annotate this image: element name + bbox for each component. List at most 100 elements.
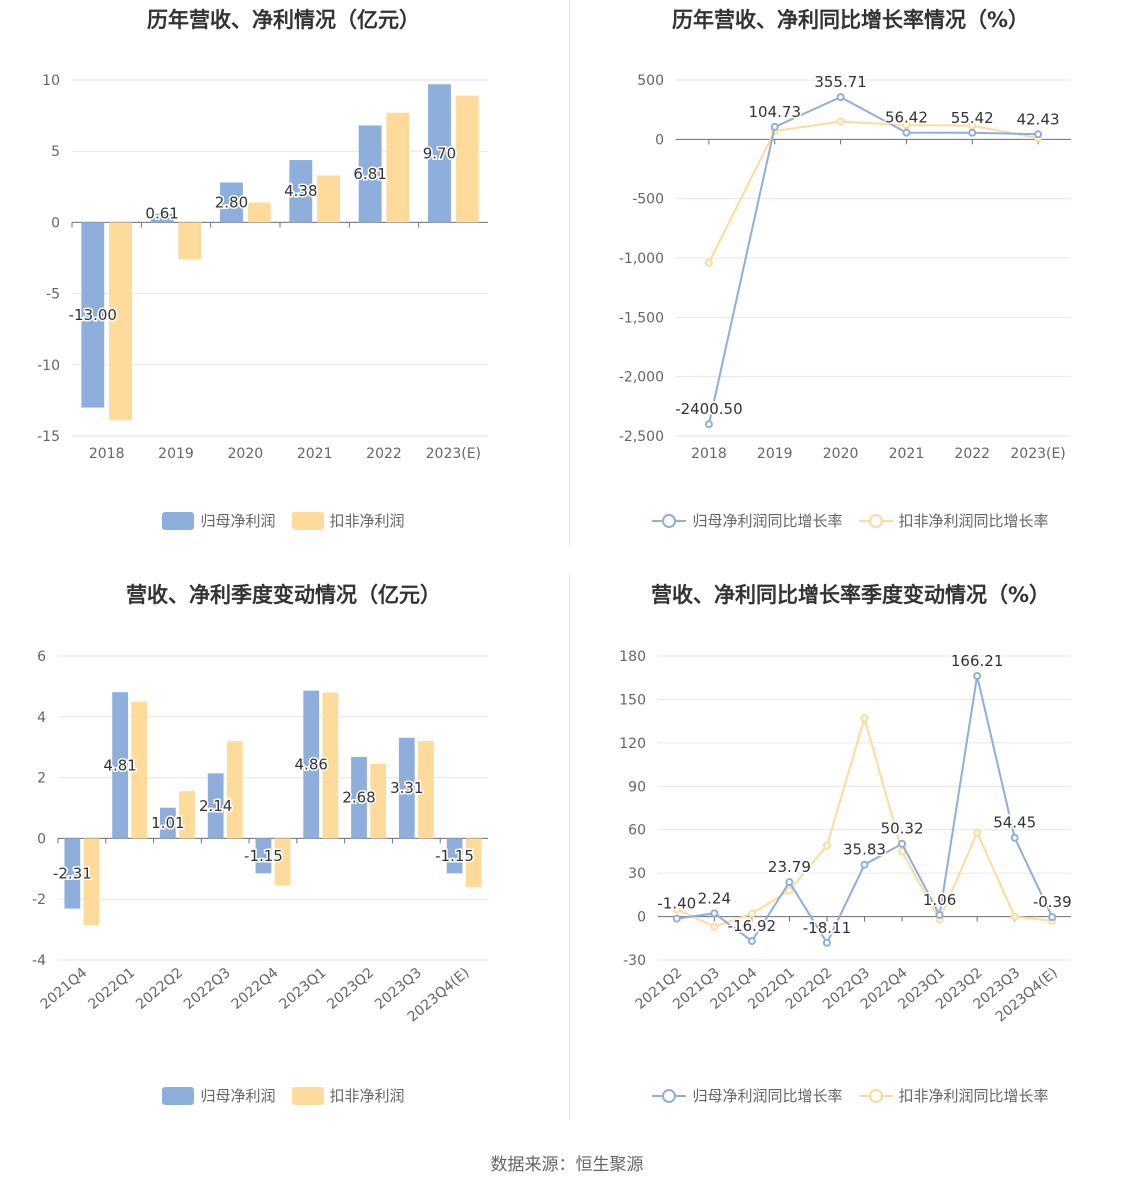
legend-item-parent-profit[interactable]: 归母净利润 (162, 510, 276, 531)
bar-parent-profit (446, 838, 463, 874)
point-parent-growth (822, 938, 831, 947)
chart-title: 历年营收、净利情况（亿元） (147, 8, 420, 32)
x-tick-label: 2022Q3 (181, 965, 234, 1013)
legend-swatch-icon (291, 511, 324, 530)
bar-parent-profit (303, 690, 320, 839)
y-tick-label: -30 (623, 953, 646, 969)
point-deducted-growth (822, 841, 831, 850)
x-tick-label: 2019 (158, 446, 194, 462)
point-parent-growth (968, 128, 977, 137)
data-label: 2.80 (215, 193, 248, 211)
legend-item-parent-growth[interactable]: 归母净利润同比增长率 (652, 510, 843, 531)
data-label: 55.42 (951, 109, 994, 127)
data-label: 2.24 (698, 889, 731, 907)
bar-deducted-profit (131, 701, 148, 839)
legend-item-parent-growth[interactable]: 归母净利润同比增长率 (652, 1085, 843, 1106)
bar-parent-profit (220, 182, 243, 223)
data-label: -1.15 (435, 847, 474, 865)
point-deducted-growth (836, 117, 845, 126)
legend-line-icon (652, 1087, 687, 1105)
legend: 归母净利润 扣非净利润 (0, 510, 567, 531)
data-label: 50.32 (881, 820, 924, 838)
y-tick-label: 2 (37, 771, 46, 787)
point-deducted-growth (747, 909, 756, 918)
point-deducted-growth (1010, 912, 1019, 921)
point-parent-growth (902, 128, 911, 137)
point-parent-growth (836, 93, 845, 102)
bar-deducted-profit (226, 741, 243, 839)
x-tick-label: 2021 (297, 446, 333, 462)
y-tick-label: 6 (37, 649, 46, 665)
x-tick-label: 2022Q4 (229, 965, 282, 1013)
legend-item-deducted-profit[interactable]: 扣非净利润 (291, 1085, 405, 1106)
y-tick-label: -5 (46, 287, 60, 303)
legend-label: 归母净利润同比增长率 (692, 1087, 843, 1105)
legend-line-icon (652, 512, 687, 530)
legend-swatch-icon (291, 1086, 324, 1105)
bar-parent-profit (81, 222, 105, 408)
bar-deducted-profit (274, 838, 291, 886)
chart-title: 营收、净利同比增长率季度变动情况（%） (650, 583, 1051, 607)
bar-parent-profit (428, 84, 451, 223)
y-tick-label: -15 (37, 429, 60, 445)
legend: 归母净利润同比增长率 扣非净利润同比增长率 (567, 1085, 1134, 1106)
data-label: 3.31 (390, 779, 423, 797)
legend-label: 归母净利润同比增长率 (692, 512, 843, 530)
plot-area: 1801501209060300-302021Q22021Q32021Q4202… (619, 649, 1073, 1025)
data-label: 4.38 (284, 182, 317, 200)
y-tick-label: 90 (628, 779, 646, 795)
point-parent-growth (710, 909, 719, 918)
data-label: 35.83 (843, 841, 886, 859)
plot-area: 10 5 0 -5 -10 -15 2018 2019 2020 2021 2022 2023(E) -… (37, 73, 488, 462)
data-label: 23.79 (768, 858, 811, 876)
legend-label: 归母净利润 (200, 1087, 276, 1105)
x-tick-label: 2019 (757, 446, 793, 462)
x-tick-label: 2022 (366, 446, 402, 462)
data-label: 56.42 (885, 109, 928, 127)
point-parent-growth (747, 937, 756, 946)
legend-item-deducted-growth[interactable]: 扣非净利润同比增长率 (858, 510, 1049, 531)
data-source-note: 数据来源：恒生聚源 (490, 1155, 644, 1175)
bar-deducted-profit (465, 838, 482, 888)
bar-parent-profit (64, 838, 81, 909)
x-tick-label: 2022 (954, 446, 990, 462)
point-deducted-growth (672, 905, 681, 914)
legend-label: 扣非净利润 (329, 512, 405, 530)
x-tick-label: 2023(E) (426, 446, 481, 462)
data-label: 4.86 (295, 756, 328, 774)
x-tick-label: 2022Q2 (133, 965, 186, 1013)
x-tick-label: 2021 (889, 446, 925, 462)
y-tick-label: 150 (619, 692, 646, 708)
plot-area: 500 0 -500 -1,000 -1,500 -2,000 -2,500 2018 2019… (619, 72, 1071, 462)
bar-deducted-profit (178, 222, 202, 260)
y-tick-label: -2 (32, 892, 46, 908)
plot-area: 6420-2-42021Q42022Q12022Q22022Q32022Q420… (32, 649, 488, 1025)
x-tick-label: 2023(E) (1010, 446, 1065, 462)
y-tick-label: -2,500 (619, 429, 664, 445)
point-parent-growth (1034, 130, 1043, 139)
legend-item-deducted-growth[interactable]: 扣非净利润同比增长率 (858, 1085, 1049, 1106)
bar-deducted-profit (455, 95, 479, 223)
legend-item-parent-profit[interactable]: 归母净利润 (162, 1085, 276, 1106)
y-tick-label: 60 (628, 823, 646, 839)
annual-growth-chart: 历年营收、净利同比增长率情况（%） 500 0 -500 -1,000 -1,500 -2… (567, 0, 1134, 575)
bar-deducted-profit (83, 838, 100, 926)
y-tick-label: -4 (32, 953, 46, 969)
legend-item-deducted-profit[interactable]: 扣非净利润 (291, 510, 405, 531)
quarterly-growth-chart: 营收、净利同比增长率季度变动情况（%） 180 150 120 90 60 30 0 -30 2… (567, 575, 1134, 1150)
point-parent-growth (860, 860, 869, 869)
data-label: -2400.50 (675, 400, 742, 418)
x-tick-label: 2023Q1 (277, 965, 330, 1013)
y-tick-label: -1,500 (619, 310, 664, 326)
y-tick-label: 180 (619, 649, 646, 665)
y-tick-label: 30 (628, 866, 646, 882)
legend-label: 扣非净利润同比增长率 (898, 512, 1049, 530)
point-deducted-growth (710, 922, 719, 931)
bar-parent-profit (398, 737, 415, 839)
bar-parent-profit (358, 125, 382, 223)
y-tick-label: 120 (619, 736, 646, 752)
legend: 归母净利润同比增长率 扣非净利润同比增长率 (567, 510, 1134, 531)
y-tick-label: 10 (42, 73, 60, 89)
data-label: 166.21 (951, 652, 1004, 670)
bar-deducted-profit (418, 741, 434, 839)
